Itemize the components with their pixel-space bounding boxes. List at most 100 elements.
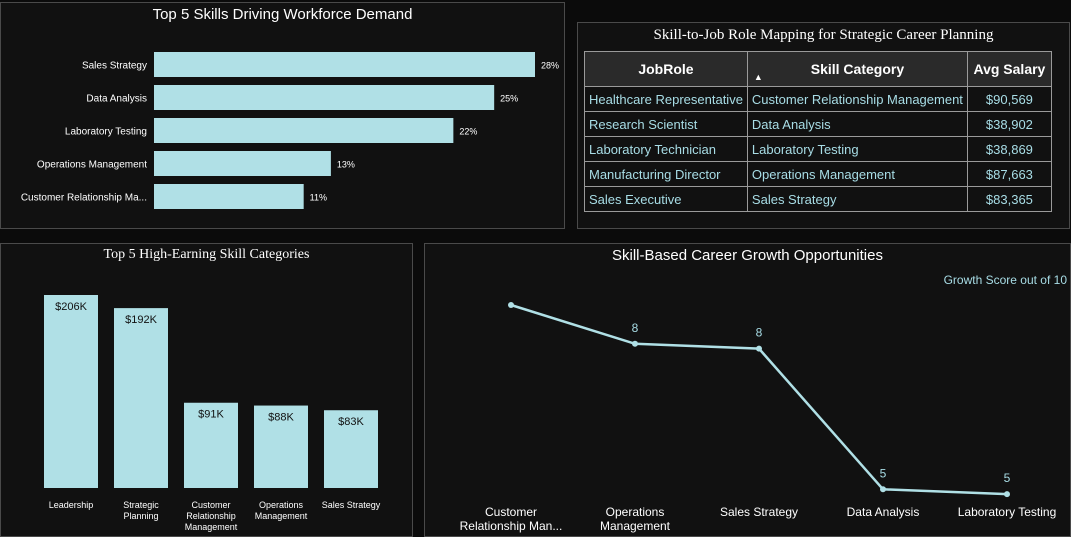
- data-label: $91K: [198, 409, 224, 421]
- tick-label: Operations Management: [600, 505, 671, 533]
- data-label: 13%: [337, 160, 355, 170]
- tick-label: Customer Relationship Management: [185, 500, 238, 532]
- tick-label-line: Management: [255, 511, 308, 521]
- tick-label-line: Strategic: [123, 500, 159, 510]
- bar: [154, 151, 331, 176]
- tick-label-line: Sales Strategy: [322, 500, 381, 510]
- tick-label-line: Operations: [606, 505, 665, 519]
- data-label: 25%: [500, 94, 518, 104]
- cell-avg-salary: $38,869: [966, 136, 1052, 162]
- data-label: 8: [632, 321, 639, 335]
- high-earning-title: Top 5 High-Earning Skill Categories: [103, 247, 310, 262]
- career-growth-title: Skill-Based Career Growth Opportunities: [612, 247, 883, 264]
- cell-skill-category: Operations Management: [746, 161, 968, 187]
- bar: [154, 184, 304, 209]
- table-header-row: JobRole ▲ Skill Category Avg Salary: [584, 51, 1052, 87]
- career-growth-panel: Skill-Based Career Growth Opportunities …: [424, 243, 1071, 537]
- role-mapping-title: Skill-to-Job Role Mapping for Strategic …: [653, 27, 994, 43]
- tick-label: Data Analysis: [86, 94, 147, 105]
- table-row: Healthcare Representative Customer Relat…: [584, 86, 1052, 112]
- bar: [154, 118, 454, 143]
- bar: [154, 85, 495, 110]
- data-label: $83K: [338, 416, 364, 428]
- header-skill-category-label: Skill Category: [810, 61, 905, 77]
- bar: [254, 405, 308, 488]
- header-jobrole[interactable]: JobRole: [584, 51, 748, 87]
- bar: [324, 410, 378, 488]
- cell-avg-salary: $87,663: [966, 161, 1052, 187]
- role-mapping-panel: Skill-to-Job Role Mapping for Strategic …: [577, 22, 1070, 229]
- header-avg-salary-label: Avg Salary: [973, 61, 1046, 77]
- header-avg-salary[interactable]: Avg Salary: [966, 51, 1052, 87]
- data-point: [508, 302, 514, 308]
- data-label: $88K: [268, 412, 294, 424]
- tick-label-line: Data Analysis: [847, 505, 920, 519]
- tick-label: Leadership: [49, 500, 94, 510]
- tick-label-line: Management: [185, 522, 238, 532]
- tick-label: Sales Strategy: [322, 500, 381, 510]
- workforce-demand-panel: Top 5 Skills Driving Workforce Demand Sa…: [0, 2, 565, 229]
- bar: [114, 308, 168, 488]
- data-point: [632, 340, 638, 347]
- data-label: 8: [756, 326, 763, 340]
- tick-label: Customer Relationship Man...: [460, 505, 563, 533]
- bar: [44, 295, 98, 488]
- high-earning-panel: Top 5 High-Earning Skill Categories $206…: [0, 243, 413, 537]
- tick-label-line: Customer: [485, 505, 537, 519]
- tick-label: Sales Strategy: [82, 61, 147, 72]
- sort-ascending-icon[interactable]: ▲: [753, 72, 763, 82]
- data-label: 5: [880, 466, 887, 480]
- cell-skill-category: Laboratory Testing: [746, 136, 968, 162]
- bar: [184, 402, 238, 488]
- tick-label: Sales Strategy: [720, 505, 798, 519]
- tick-label-line: Relationship Man...: [460, 519, 563, 533]
- header-skill-category[interactable]: ▲ Skill Category: [746, 51, 968, 87]
- career-growth-chart: Customer Relationship Man... 8 Operations Ma…: [460, 302, 1057, 533]
- tick-label: Data Analysis: [847, 505, 920, 519]
- role-mapping-table: JobRole ▲ Skill Category Avg Salary Heal…: [584, 51, 1052, 212]
- cell-jobrole: Sales Executive: [584, 186, 748, 212]
- tick-label: Laboratory Testing: [958, 505, 1057, 519]
- cell-avg-salary: $83,365: [966, 186, 1052, 212]
- tick-label: Strategic Planning: [123, 500, 159, 521]
- growth-score-subtitle: Growth Score out of 10: [943, 273, 1067, 287]
- tick-label-line: Management: [600, 519, 671, 533]
- tick-label-line: Customer: [191, 500, 230, 510]
- cell-jobrole: Laboratory Technician: [584, 136, 748, 162]
- table-row: Manufacturing Director Operations Manage…: [584, 161, 1052, 187]
- cell-jobrole: Research Scientist: [584, 111, 748, 137]
- cell-avg-salary: $90,569: [966, 86, 1052, 112]
- data-label: 5: [1004, 471, 1011, 485]
- tick-label-line: Sales Strategy: [720, 505, 798, 519]
- table-row: Research Scientist Data Analysis $38,902: [584, 111, 1052, 137]
- tick-label-line: Planning: [123, 511, 158, 521]
- data-label: 28%: [541, 61, 559, 71]
- table-row: Laboratory Technician Laboratory Testing…: [584, 136, 1052, 162]
- cell-skill-category: Data Analysis: [746, 111, 968, 137]
- cell-jobrole: Manufacturing Director: [584, 161, 748, 187]
- cell-jobrole: Healthcare Representative: [584, 86, 748, 112]
- data-label: $206K: [55, 301, 87, 313]
- workforce-demand-title: Top 5 Skills Driving Workforce Demand: [152, 6, 413, 23]
- tick-label-line: Leadership: [49, 500, 94, 510]
- tick-label-line: Relationship: [186, 511, 236, 521]
- data-label: 22%: [459, 127, 477, 137]
- header-jobrole-label: JobRole: [638, 61, 694, 77]
- cell-skill-category: Sales Strategy: [746, 186, 968, 212]
- high-earning-chart: $206K Leadership $192K Strategic Planning $91…: [44, 295, 381, 532]
- cell-skill-category: Customer Relationship Management: [746, 86, 968, 112]
- data-point: [756, 345, 762, 352]
- data-point: [880, 486, 886, 493]
- bar: [154, 52, 535, 77]
- tick-label: Laboratory Testing: [65, 127, 147, 138]
- data-label: $192K: [125, 314, 157, 326]
- tick-label-line: Operations: [259, 500, 304, 510]
- table-row: Sales Executive Sales Strategy $83,365: [584, 186, 1052, 212]
- data-point: [1004, 491, 1010, 498]
- tick-label-line: Laboratory Testing: [958, 505, 1057, 519]
- data-label: 11%: [310, 193, 327, 203]
- workforce-demand-chart: Sales Strategy 28% Data Analysis 25% Laborat…: [21, 52, 559, 209]
- tick-label: Operations Management: [255, 500, 308, 521]
- tick-label: Operations Management: [37, 160, 147, 171]
- cell-avg-salary: $38,902: [966, 111, 1052, 137]
